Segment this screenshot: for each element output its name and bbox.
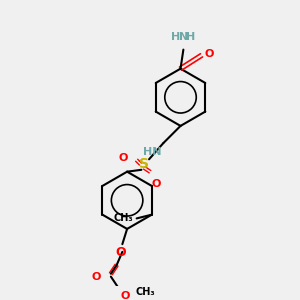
Text: O: O	[115, 246, 126, 259]
Text: H: H	[171, 32, 180, 42]
Text: H: H	[186, 32, 196, 42]
Text: O: O	[92, 272, 101, 282]
Text: CH₃: CH₃	[136, 287, 155, 297]
Text: O: O	[152, 179, 161, 189]
Text: N: N	[179, 32, 188, 42]
Text: S: S	[139, 157, 149, 171]
Text: CH₃: CH₃	[113, 213, 133, 224]
Text: O: O	[204, 50, 214, 59]
Text: HN: HN	[143, 147, 161, 157]
Text: O: O	[120, 291, 130, 300]
Text: O: O	[119, 153, 128, 163]
